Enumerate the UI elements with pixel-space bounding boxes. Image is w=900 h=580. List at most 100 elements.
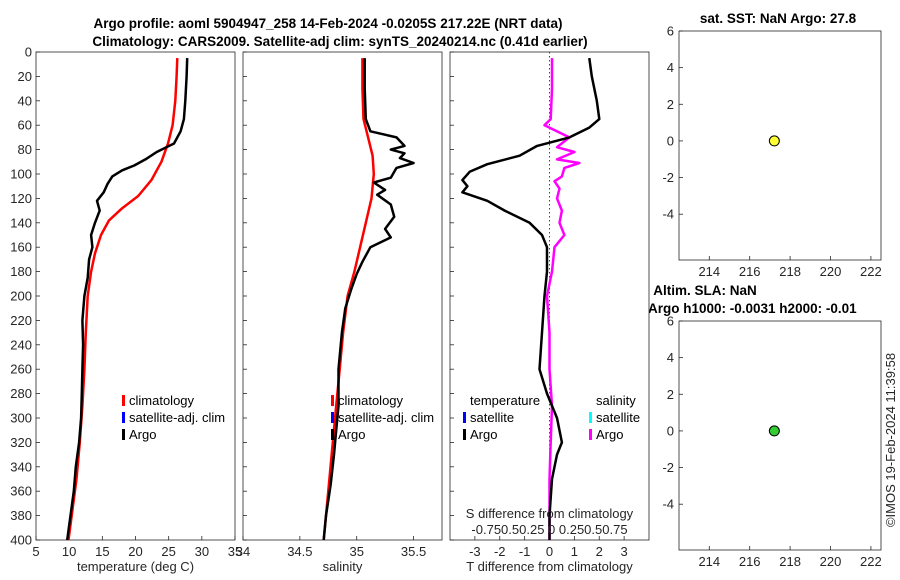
sst-xtick-label: 220 (820, 264, 842, 279)
sst-xtick-label: 218 (779, 264, 801, 279)
diff-salinity-argo-line (543, 58, 581, 540)
temp-ytick-label: 20 (18, 69, 32, 84)
diff-xtick-label: -2 (494, 544, 506, 559)
sla-axes: 214 216 218 220 222 -4 -2 0 2 4 6 (662, 314, 881, 570)
sst-ytick-label: 2 (667, 97, 674, 112)
temp-ytick-label: 400 (10, 533, 32, 548)
sst-ytick-label: -4 (662, 207, 674, 222)
sal-legend-swatch (331, 429, 334, 440)
sla-xtick-label: 216 (739, 554, 761, 569)
sla-xtick-label: 222 (860, 554, 882, 569)
sal-legend-label: climatology (338, 393, 404, 408)
sla-frame (678, 320, 882, 551)
temp-ytick-label: 300 (10, 411, 32, 426)
diff-legend-t-title: temperature (470, 393, 540, 408)
temp-ytick-label: 220 (10, 313, 32, 328)
sst-axes: 214 216 218 220 222 -4 -2 0 2 4 6 (662, 24, 881, 280)
sst-title: sat. SST: NaN Argo: 27.8 (700, 11, 857, 26)
temp-legend-label: Argo (129, 427, 156, 442)
sla-title-line1: Altim. SLA: NaN (653, 283, 757, 298)
temp-ytick-label: 320 (10, 435, 32, 450)
temp-xtick-label: 30 (195, 544, 209, 559)
sal-legend-swatch (331, 412, 334, 423)
temp-legend-swatch (122, 395, 125, 406)
temp-xtick-label: 20 (128, 544, 142, 559)
diff-axes: -3 -2 -1 0 1 2 3T difference from climatology S… (449, 51, 650, 574)
diff-t-legend-swatch (463, 412, 466, 423)
sla-title-line2: Argo h1000: -0.0031 h2000: -0.01 (648, 301, 857, 316)
sal-xtick-label: 34 (236, 544, 250, 559)
diff-xtick-label: 1 (571, 544, 578, 559)
main-title-line1: Argo profile: aoml 5904947_258 14-Feb-20… (94, 16, 563, 31)
sal-frame (242, 51, 443, 541)
temp-xtick-label: 35 (228, 544, 242, 559)
sla-ytick-label: 2 (667, 387, 674, 402)
sla-ytick-label: 0 (667, 423, 674, 438)
temp-ytick-label: 100 (10, 167, 32, 182)
temp-ytick-label: 0 (25, 45, 32, 60)
sal-argo-line (322, 58, 415, 541)
plots-layer: 5 10 15 20 25 30 35020406080100120140160180200… (10, 24, 881, 575)
temp-axes: 5 10 15 20 25 30 35 0 20 40 60 80 100 120 140 160 180 200… (10, 45, 242, 575)
sal-xtick-label: 35 (349, 544, 363, 559)
diff-t-legend-label: Argo (470, 427, 497, 442)
temp-ytick-label: 180 (10, 264, 32, 279)
temp-frame (35, 51, 236, 541)
sla-xtick-label: 218 (779, 554, 801, 569)
temp-ytick-label: 200 (10, 289, 32, 304)
temp-argo-line (65, 58, 189, 541)
diff-temperature-argo-line (461, 57, 601, 540)
diff-xtick-label: 0 (546, 544, 553, 559)
diff-s-tick-labels: -0.750.50.25 0 0.250.50.75 (471, 522, 627, 537)
diff-xtick-label: 3 (621, 544, 628, 559)
timestamp-label: ©IMOS 19-Feb-2024 11:39:58 (883, 353, 898, 527)
sal-legend-label: Argo (338, 427, 365, 442)
sla-ytick-label: 6 (667, 314, 674, 329)
main-title-line2: Climatology: CARS2009. Satellite-adj cli… (92, 34, 587, 49)
sla-ytick-label: 4 (667, 350, 674, 365)
sla-ytick-label: -2 (662, 460, 674, 475)
sla-xtick-label: 220 (820, 554, 842, 569)
sst-frame (678, 30, 882, 261)
sst-ytick-label: 6 (667, 24, 674, 39)
temp-ytick-label: 280 (10, 386, 32, 401)
temp-ytick-label: 140 (10, 215, 32, 230)
temp-ytick-label: 160 (10, 240, 32, 255)
diff-s-legend-label: satellite (596, 410, 640, 425)
diff-s-legend-swatch (589, 429, 592, 440)
temp-xtick-label: 10 (62, 544, 76, 559)
temp-ytick-label: 240 (10, 337, 32, 352)
sst-xtick-label: 216 (739, 264, 761, 279)
temp-legend-label: satellite-adj. clim (129, 410, 225, 425)
sst-xtick-label: 222 (860, 264, 882, 279)
diff-s-legend-label: Argo (596, 427, 623, 442)
sst-ytick-label: 4 (667, 60, 674, 75)
sla-marker (768, 425, 780, 437)
sst-xtick-label: 214 (698, 264, 720, 279)
sst-marker (768, 135, 780, 147)
temp-legend-swatch (122, 429, 125, 440)
temp-ytick-label: 40 (18, 93, 32, 108)
sla-ytick-label: -4 (662, 497, 674, 512)
diff-t-legend-swatch (463, 429, 466, 440)
temp-xtick-label: 15 (95, 544, 109, 559)
temp-ytick-label: 340 (10, 459, 32, 474)
temp-legend-label: climatology (129, 393, 195, 408)
diff-xtick-label: -3 (469, 544, 481, 559)
temp-ytick-label: 380 (10, 508, 32, 523)
diff-xlabel: T difference from climatology (466, 559, 633, 574)
temp-ytick-label: 120 (10, 191, 32, 206)
sal-xtick-label: 34.5 (287, 544, 312, 559)
diff-legend-s-title: salinity (596, 393, 636, 408)
sal-axes: 34 34.5 35 35.5 salinity climatology satellite… (236, 51, 443, 574)
sst-ytick-label: -2 (662, 170, 674, 185)
diff-s-xlabel: S difference from climatology (466, 506, 634, 521)
sst-ytick-label: 0 (667, 133, 674, 148)
diff-xtick-label: 2 (596, 544, 603, 559)
temp-ytick-label: 60 (18, 118, 32, 133)
sal-legend-label: satellite-adj. clim (338, 410, 434, 425)
sal-climatology-line (322, 58, 376, 541)
temp-xtick-label: 25 (161, 544, 175, 559)
